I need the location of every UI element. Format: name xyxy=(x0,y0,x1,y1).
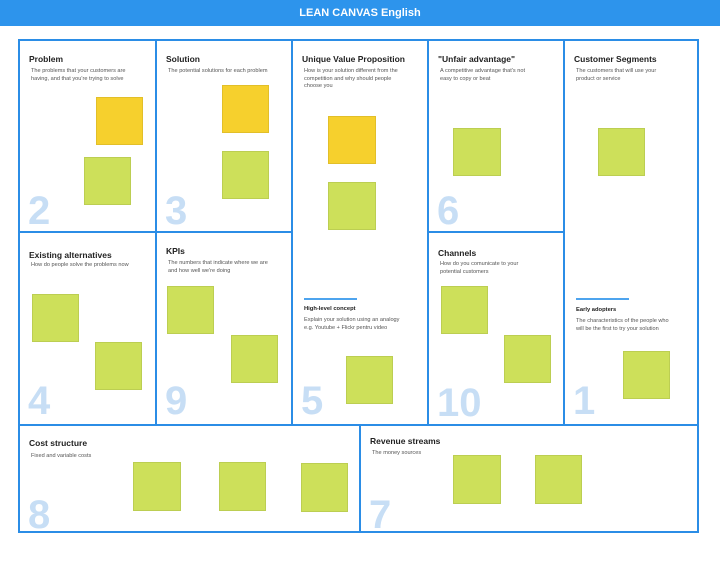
sticky-note[interactable] xyxy=(96,97,143,145)
sticky-note[interactable] xyxy=(133,462,181,511)
sticky-note[interactable] xyxy=(328,116,376,164)
sticky-note[interactable] xyxy=(222,151,269,199)
sticky-note[interactable] xyxy=(328,182,376,230)
sticky-note[interactable] xyxy=(84,157,131,205)
cell-number: 9 xyxy=(165,379,188,423)
cell-number: 7 xyxy=(369,493,392,537)
cell-solution[interactable]: Solution The potential solutions for eac… xyxy=(155,39,293,233)
cell-description: The money sources xyxy=(372,450,422,456)
sticky-note[interactable] xyxy=(623,351,670,399)
cell-number: 4 xyxy=(28,379,51,423)
early-adopters-description: The characteristics of the people who wi… xyxy=(576,318,669,332)
sticky-note[interactable] xyxy=(95,342,142,390)
cell-number: 6 xyxy=(437,189,460,233)
high-level-concept-description: Explain your solution using an analogy e… xyxy=(304,317,400,331)
cell-title: KPIs xyxy=(166,246,185,256)
sticky-note[interactable] xyxy=(598,128,645,176)
early-adopters-title: Early adopters xyxy=(576,307,617,313)
sticky-note[interactable] xyxy=(453,455,501,504)
sticky-note[interactable] xyxy=(301,463,348,512)
section-divider xyxy=(304,298,357,300)
sticky-note[interactable] xyxy=(441,286,488,334)
cell-description: The numbers that indicate where we are a… xyxy=(168,260,268,274)
cell-number: 8 xyxy=(28,493,51,537)
sticky-note[interactable] xyxy=(504,335,551,383)
sticky-note[interactable] xyxy=(167,286,214,334)
cell-title: Existing alternatives xyxy=(29,250,112,260)
sticky-note[interactable] xyxy=(231,335,278,383)
cell-number: 5 xyxy=(301,379,324,423)
cell-number: 3 xyxy=(165,189,188,233)
cell-number: 1 xyxy=(573,379,596,423)
cell-title: Unique Value Proposition xyxy=(302,54,405,64)
cell-description: How do people solve the problems now xyxy=(31,262,129,268)
sticky-note[interactable] xyxy=(219,462,266,511)
section-divider xyxy=(576,298,629,300)
sticky-note[interactable] xyxy=(535,455,582,504)
canvas-title: LEAN CANVAS English xyxy=(299,7,421,19)
cell-title: "Unfair advantage" xyxy=(438,54,516,64)
sticky-note[interactable] xyxy=(32,294,79,342)
cell-description: The problems that your customers are hav… xyxy=(31,68,126,82)
cell-title: Problem xyxy=(29,54,64,64)
cell-title: Channels xyxy=(438,248,477,258)
sticky-note[interactable] xyxy=(453,128,501,176)
cell-description: How is your solution different from the … xyxy=(304,68,398,89)
cell-title: Customer Segments xyxy=(574,54,657,64)
cell-description: The potential solutions for each problem xyxy=(168,68,268,74)
canvas-title-bar: LEAN CANVAS English xyxy=(0,0,720,26)
cell-title: Solution xyxy=(166,54,200,64)
cell-number: 2 xyxy=(28,189,51,233)
cell-title: Revenue streams xyxy=(370,436,441,446)
cell-description: Fixed and variable costs xyxy=(31,453,92,459)
sticky-note[interactable] xyxy=(222,85,269,133)
cell-description: The customers that will use your product… xyxy=(576,68,657,82)
cell-description: A competitive advantage that's not easy … xyxy=(440,68,526,82)
cell-title: Cost structure xyxy=(29,438,88,448)
sticky-note[interactable] xyxy=(346,356,393,404)
high-level-concept-title: High-level concept xyxy=(304,306,356,312)
cell-description: How do you comunicate to your potential … xyxy=(440,261,519,275)
cell-revenue-streams[interactable]: Revenue streams The money sources 7 xyxy=(359,424,699,537)
cell-number: 10 xyxy=(437,381,482,425)
